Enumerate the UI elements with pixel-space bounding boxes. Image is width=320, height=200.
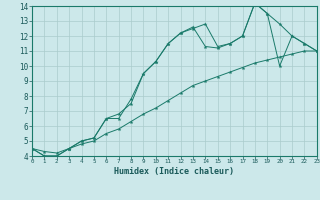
X-axis label: Humidex (Indice chaleur): Humidex (Indice chaleur) [115,167,234,176]
